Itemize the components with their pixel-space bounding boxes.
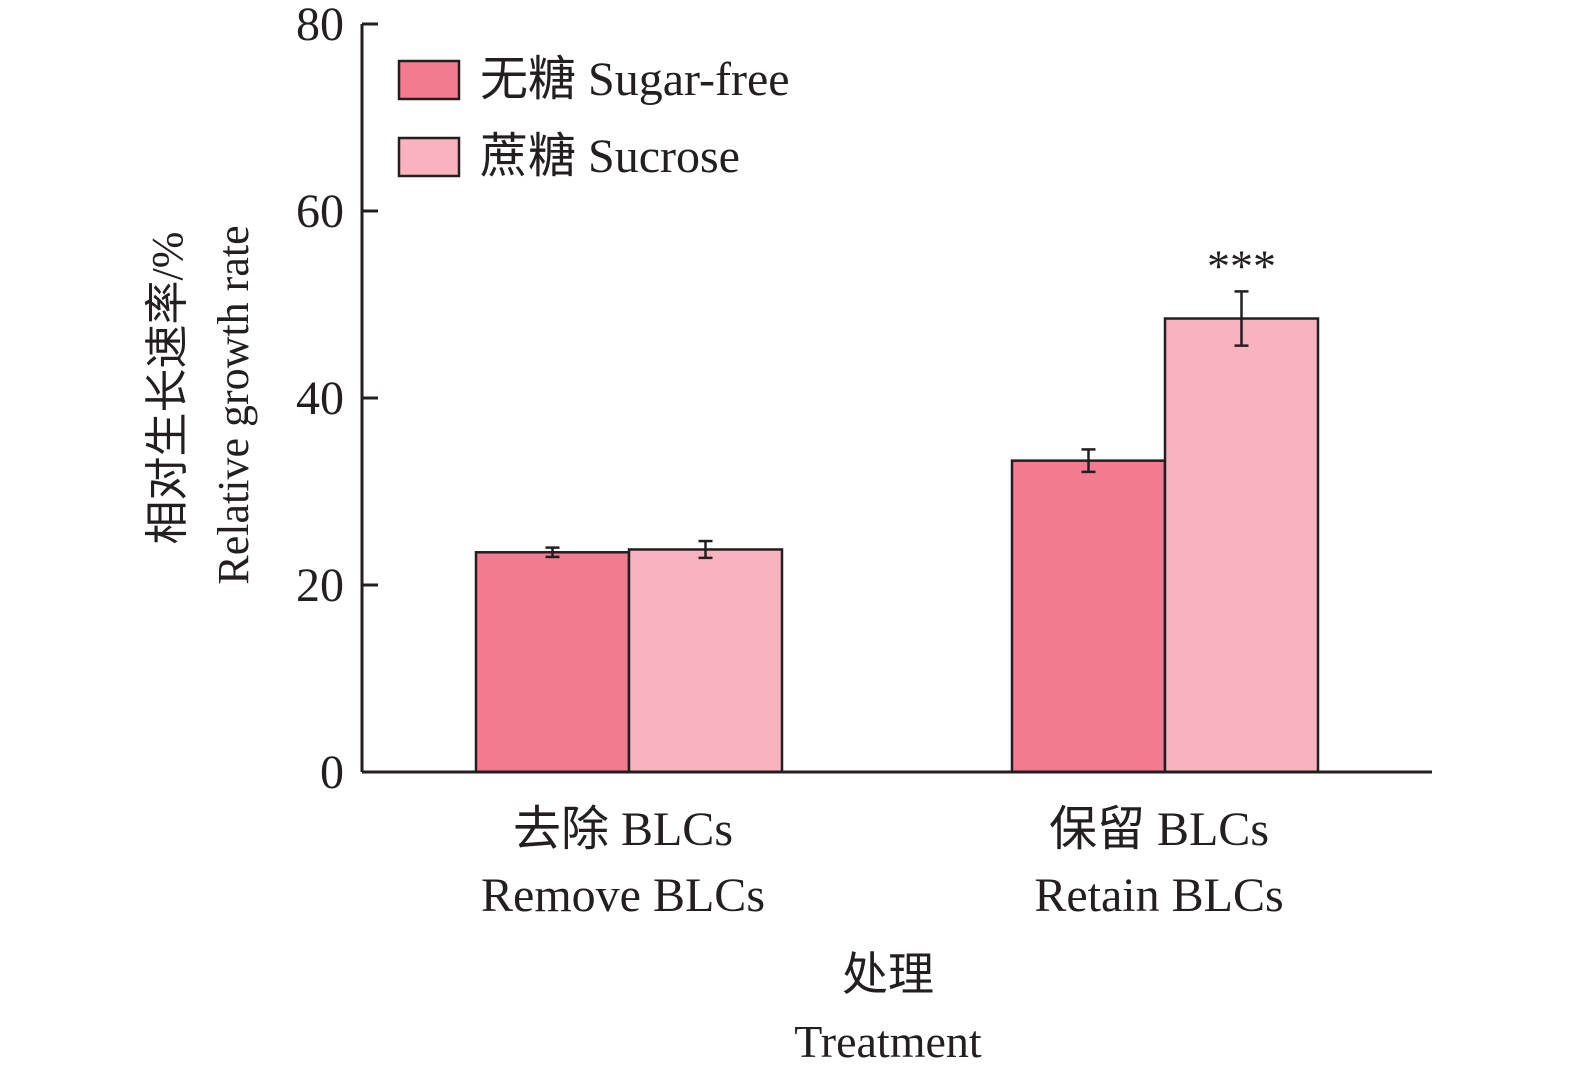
y-tick-label: 80 — [296, 0, 344, 51]
x-category-label-en: Retain BLCs — [1034, 869, 1283, 922]
x-category-label-en: Remove BLCs — [481, 869, 765, 922]
error-bar-sugar-free-retain — [1081, 448, 1096, 474]
x-axis-title-en: Treatment — [794, 1016, 982, 1067]
legend: 无糖 Sugar-free 蔗糖 Sucrose — [397, 53, 790, 183]
labels-group: 相对生长速率/% Relative growth rate 处理 Treatme… — [143, 225, 1284, 1067]
y-tick-label: 0 — [320, 746, 344, 799]
error-bar-sucrose-retain — [1234, 290, 1249, 347]
y-axis-title-cn: 相对生长速率/% — [143, 232, 192, 545]
y-tick-label: 60 — [296, 185, 344, 238]
axes-group: 0 20 40 60 80 — [296, 0, 1432, 799]
legend-label-sucrose: 蔗糖 Sucrose — [480, 130, 740, 183]
legend-swatch-sucrose — [397, 136, 461, 178]
x-category-label-cn: 保留 BLCs — [1049, 803, 1269, 856]
bar-sugar-free-retain — [1010, 459, 1167, 774]
significance-label: *** — [1207, 240, 1276, 291]
bar-sucrose-remove — [627, 548, 784, 774]
legend-label-sugar-free: 无糖 Sugar-free — [480, 53, 790, 106]
x-axis-title-cn: 处理 — [842, 949, 934, 1000]
legend-swatch-sugar-free — [397, 59, 461, 101]
bar-sucrose-retain — [1163, 317, 1320, 774]
bars-group — [474, 290, 1320, 774]
error-bar-sugar-free-remove — [545, 546, 560, 559]
y-axis-title-en: Relative growth rate — [209, 225, 258, 584]
x-category-label-cn: 去除 BLCs — [513, 803, 733, 856]
y-tick-label: 20 — [296, 559, 344, 612]
bar-sugar-free-remove — [474, 551, 631, 774]
y-tick-label: 40 — [296, 372, 344, 425]
error-bar-sucrose-remove — [698, 539, 713, 560]
